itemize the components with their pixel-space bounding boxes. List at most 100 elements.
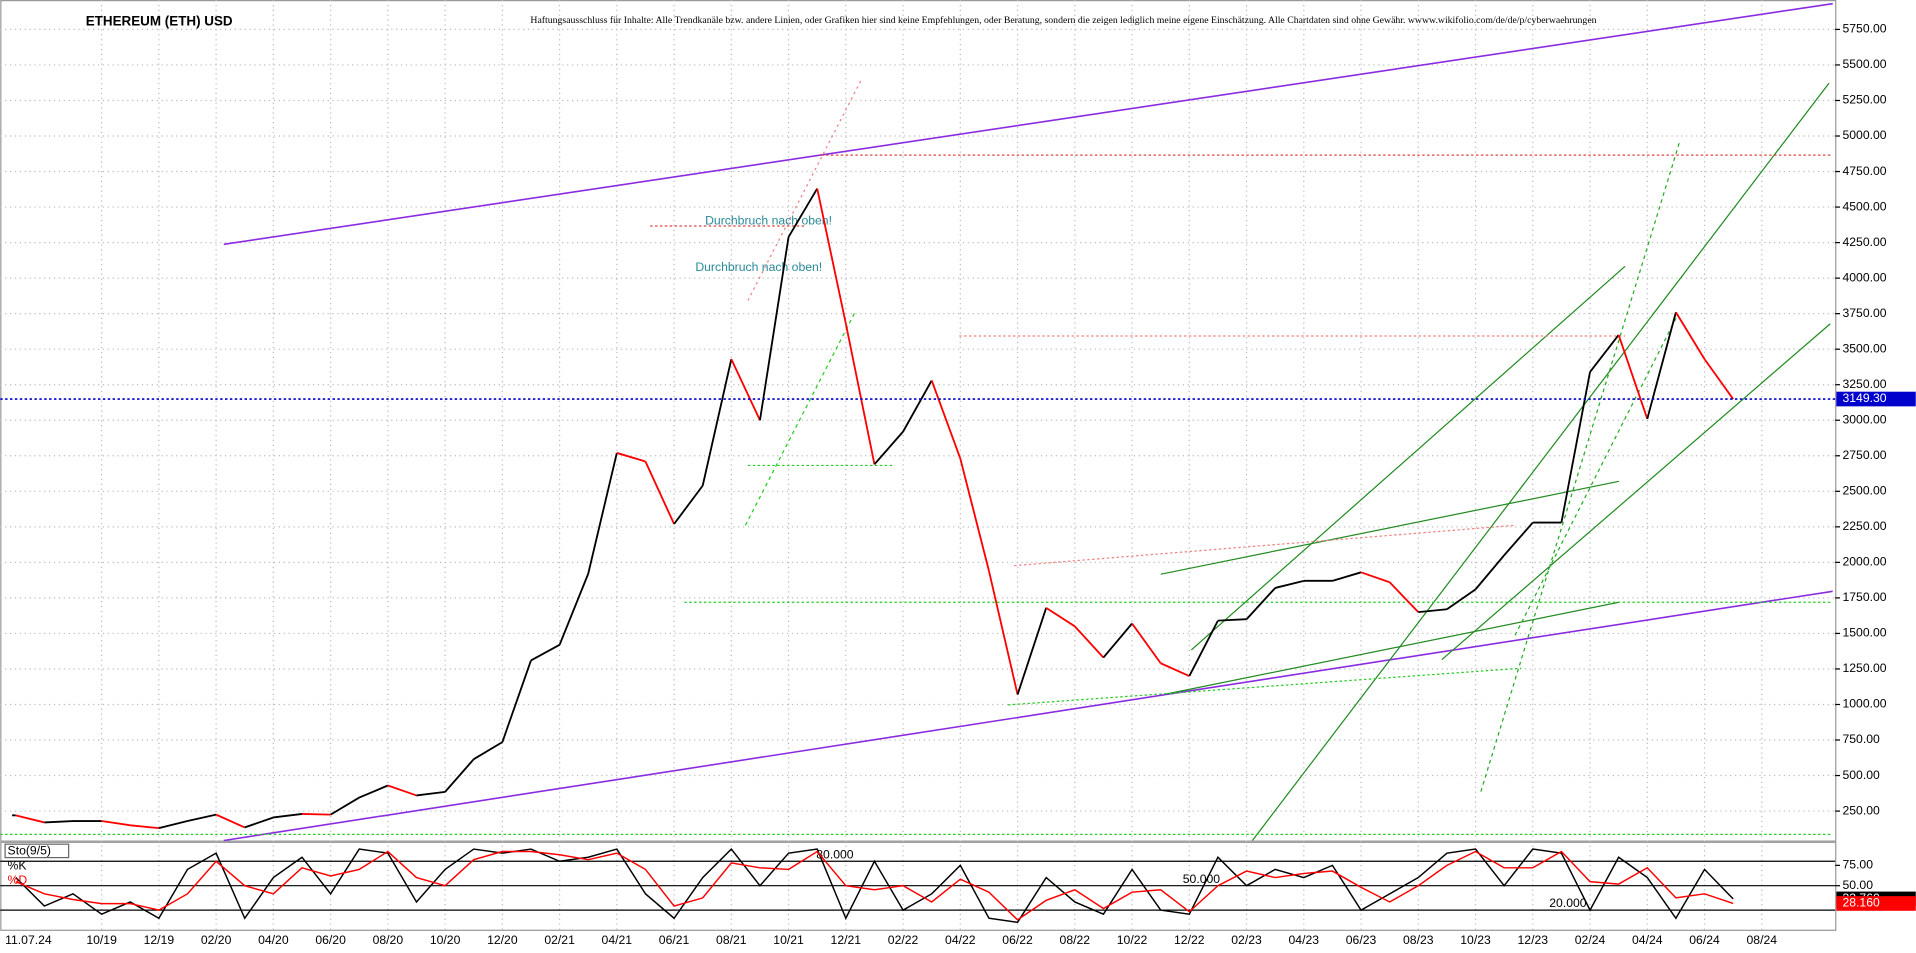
sto-line <box>15 847 1734 924</box>
price-segment <box>1418 608 1448 614</box>
annotation: Durchbruch nach oben! <box>705 213 832 227</box>
price-segment <box>1131 622 1162 664</box>
x-tick-label: 06/24 <box>1689 933 1720 947</box>
legend-entry: %K <box>8 858 27 872</box>
price-segment <box>358 784 389 799</box>
x-tick-label: 12/19 <box>144 933 175 947</box>
price-segment <box>101 820 131 827</box>
y-tick-label: 2500.00 <box>1842 484 1886 498</box>
trendline <box>1251 82 1830 841</box>
y-tick-label: 3500.00 <box>1842 341 1886 355</box>
x-tick-label: 04/22 <box>945 933 976 947</box>
level-label: 20.000 <box>1549 896 1587 910</box>
price-segment <box>644 461 675 525</box>
x-tick-label: 08/23 <box>1403 933 1434 947</box>
x-tick-label: 08/22 <box>1060 933 1091 947</box>
y-tick-label: 1500.00 <box>1842 626 1886 640</box>
x-tick-label: 10/22 <box>1117 933 1148 947</box>
price-segment <box>1245 587 1276 620</box>
x-tick-label: 06/21 <box>659 933 690 947</box>
x-tick-label: 12/21 <box>831 933 862 947</box>
trendlines <box>0 2 1833 842</box>
y-tick-label: 500.00 <box>1842 768 1880 782</box>
price-segment <box>530 643 561 662</box>
y-tick-label: 4250.00 <box>1842 235 1886 249</box>
trendline <box>1190 265 1626 651</box>
price-segment <box>501 660 532 743</box>
sto-line <box>15 850 1734 921</box>
y-tick-label: 1750.00 <box>1842 590 1886 604</box>
price-segment <box>444 758 475 793</box>
price-segment <box>873 431 904 465</box>
trendline <box>744 311 856 526</box>
y-tick-label: 3000.00 <box>1842 412 1886 426</box>
x-tick-label: 04/23 <box>1289 933 1320 947</box>
x-tick-label: 08/20 <box>373 933 404 947</box>
price-segment <box>44 820 74 824</box>
x-tick-label: 06/22 <box>1002 933 1033 947</box>
price-segment <box>301 813 331 816</box>
trendline <box>223 2 1833 246</box>
price-segment <box>130 824 159 830</box>
price-segment <box>416 790 446 797</box>
price-segment <box>587 452 618 574</box>
y-tick-label: 50.00 <box>1842 878 1873 892</box>
price-segment <box>1102 622 1133 659</box>
indicator-title-box <box>4 843 70 859</box>
price-segment <box>15 814 45 824</box>
x-tick-label: 04/20 <box>258 933 289 947</box>
y-tick-label: 2250.00 <box>1842 519 1886 533</box>
price-segment <box>902 380 933 433</box>
x-tick-label: 08/21 <box>716 933 747 947</box>
x-tick-label: 10/23 <box>1460 933 1491 947</box>
trendline <box>223 590 1833 842</box>
trendline <box>1160 480 1620 575</box>
y-tick-label: 75.00 <box>1842 858 1873 872</box>
price-segment <box>1703 358 1734 400</box>
price-segment <box>988 570 1019 695</box>
date-label: 11.07.24 <box>5 933 52 947</box>
price-segment <box>1045 607 1076 628</box>
x-tick-label: 04/21 <box>602 933 633 947</box>
y-tick-label: 5500.00 <box>1842 57 1886 71</box>
price-segment <box>730 358 761 421</box>
price-segment <box>959 458 990 572</box>
price-segment <box>1389 581 1419 613</box>
x-tick-label: 06/23 <box>1346 933 1377 947</box>
y-tick-label: 2000.00 <box>1842 555 1886 569</box>
price-segment <box>1188 620 1219 677</box>
resistance-line <box>1014 524 1516 567</box>
price-segment <box>158 820 188 830</box>
price-segment <box>387 784 417 797</box>
price-segment <box>187 813 217 822</box>
level-label: 80.000 <box>816 847 854 861</box>
y-tick-label: 4750.00 <box>1842 164 1886 178</box>
x-tick-label: 02/23 <box>1231 933 1262 947</box>
price-segment <box>1474 554 1505 590</box>
data-layer: 3149.30%K33.760%D28.160 <box>0 188 1916 924</box>
indicator-title: Sto(9/5) <box>8 844 51 858</box>
y-tick-label: 250.00 <box>1842 803 1880 817</box>
x-tick-label: 10/19 <box>86 933 117 947</box>
y-tick-label: 4000.00 <box>1842 270 1886 284</box>
trendline <box>1166 601 1620 695</box>
price-segment <box>816 188 847 324</box>
y-tick-label: 5250.00 <box>1842 93 1886 107</box>
x-tick-label: 12/20 <box>487 933 518 947</box>
price-segment <box>1160 662 1190 677</box>
trendline <box>747 79 863 301</box>
price-segment <box>1217 618 1247 622</box>
price-segment <box>330 796 360 816</box>
chart-title: ETHEREUM (ETH) USD <box>86 14 233 29</box>
x-tick-label: 04/24 <box>1632 933 1663 947</box>
price-segment <box>273 813 303 819</box>
price-segment <box>844 323 876 465</box>
price-segment <box>1503 521 1534 556</box>
price-segment <box>1332 571 1362 582</box>
price-segment <box>616 452 646 463</box>
price-segment <box>930 380 962 459</box>
price-segment <box>759 236 790 421</box>
x-tick-label: 02/20 <box>201 933 232 947</box>
